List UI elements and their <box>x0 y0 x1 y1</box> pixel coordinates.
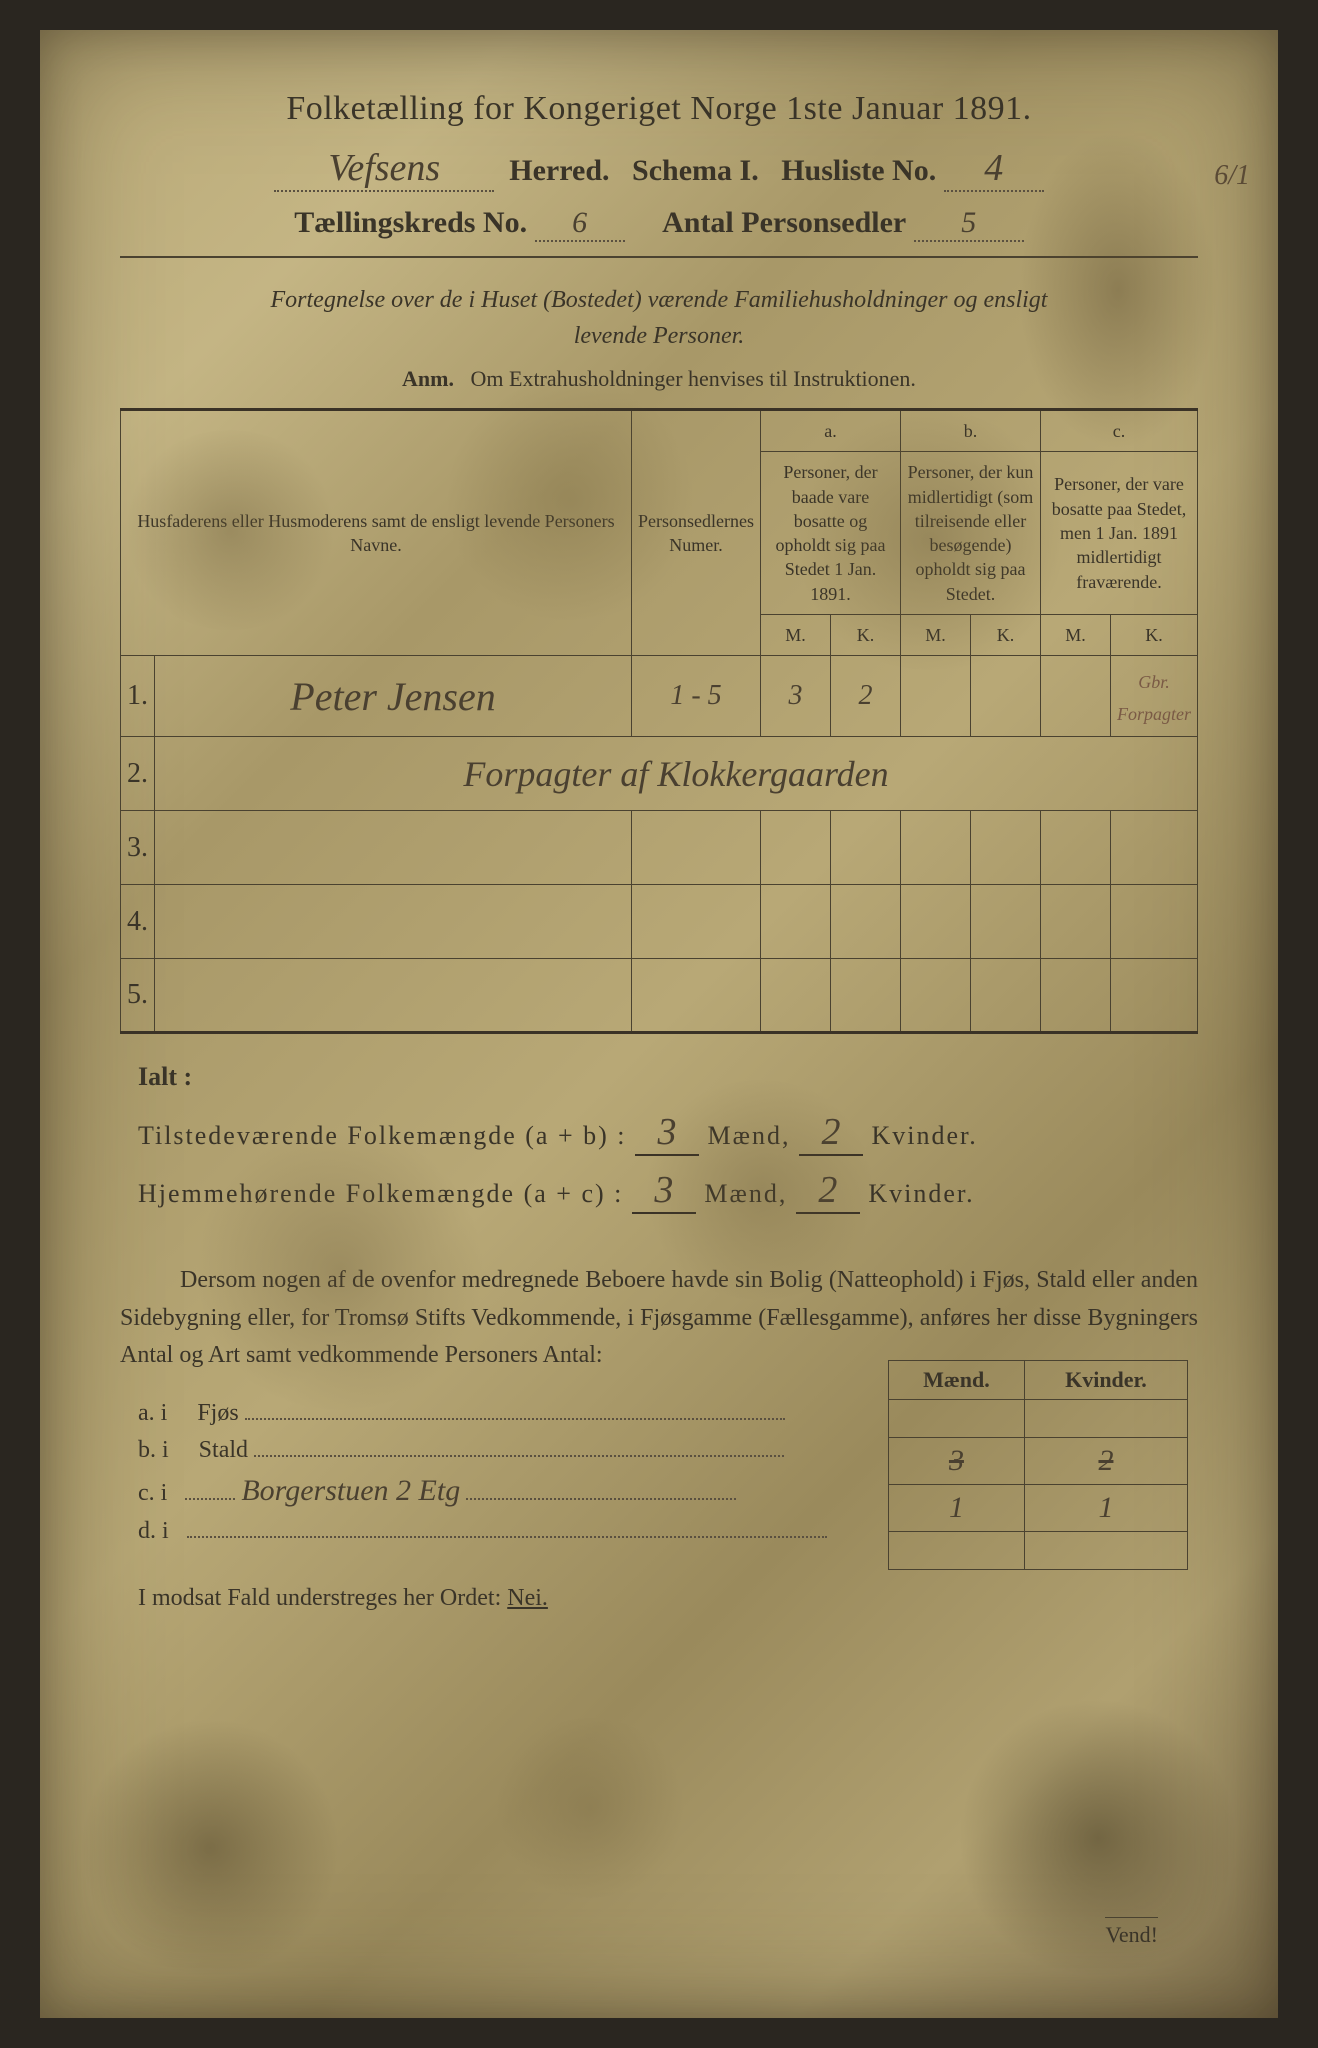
col-name: Husfaderens eller Husmoderens samt de en… <box>121 410 632 656</box>
col-b-k: K. <box>971 615 1041 656</box>
herred-label: Herred. <box>509 154 609 187</box>
cell-b-k <box>971 656 1041 737</box>
mini-kvinder: Kvinder. <box>1024 1360 1187 1399</box>
schema-label: Schema I. <box>632 154 759 187</box>
col-numer: Personsedlernes Numer. <box>632 410 761 656</box>
anm-text: Om Extrahusholdninger henvises til Instr… <box>471 366 916 391</box>
col-a-text: Personer, der baade vare bosatte og opho… <box>761 452 901 615</box>
cell-a-k: 2 <box>831 656 901 737</box>
col-a-head: a. <box>761 410 901 452</box>
page-title: Folketælling for Kongeriget Norge 1ste J… <box>120 90 1198 128</box>
herred-value: Vefsens <box>274 146 494 192</box>
nei-line: I modsat Fald understreges her Ordet: Ne… <box>138 1585 1198 1612</box>
totals-line-1: Tilstedeværende Folkemængde (a + b) : 3 … <box>138 1110 1198 1156</box>
bottom-block: Mænd.Kvinder. 32 11 a. i Fjøs b. i Stald… <box>120 1400 1198 1612</box>
table-row: 1. Peter Jensen 1 - 5 3 2 Gbr. Forpagter <box>121 656 1198 737</box>
row-num: 3. <box>121 811 155 885</box>
divider <box>120 256 1198 258</box>
col-c-m: M. <box>1041 615 1111 656</box>
mini-maend: Mænd. <box>889 1360 1025 1399</box>
col-c-k: K. <box>1111 615 1198 656</box>
table-row: 5. <box>121 959 1198 1033</box>
anm-label: Anm. <box>402 366 454 391</box>
document-paper: 6/1 Folketælling for Kongeriget Norge 1s… <box>40 30 1278 2018</box>
row-name: Peter Jensen <box>155 656 632 737</box>
kreds-label: Tællingskreds No. <box>294 206 527 239</box>
row-numer: 1 - 5 <box>632 656 761 737</box>
nei-word: Nei. <box>507 1585 548 1611</box>
col-c-head: c. <box>1041 410 1198 452</box>
col-b-head: b. <box>901 410 1041 452</box>
mini-table: Mænd.Kvinder. 32 11 <box>888 1360 1188 1570</box>
row-num: 4. <box>121 885 155 959</box>
subtitle-line1: Fortegnelse over de i Huset (Bostedet) v… <box>271 287 1048 313</box>
husliste-value: 4 <box>944 146 1044 192</box>
kvinder-label: Kvinder. <box>868 1179 974 1208</box>
header-line-2: Vefsens Herred. Schema I. Husliste No. 4 <box>120 146 1198 192</box>
totals-2-m: 3 <box>632 1168 696 1214</box>
vend-label: Vend! <box>1105 1917 1158 1948</box>
table-row: 2. Forpagter af Klokkergaarden <box>121 737 1198 811</box>
totals-line-2: Hjemmehørende Folkemængde (a + c) : 3 Mæ… <box>138 1168 1198 1214</box>
ialt-label: Ialt : <box>138 1062 1198 1092</box>
paragraph: Dersom nogen af de ovenfor medregnede Be… <box>120 1262 1198 1374</box>
col-a-k: K. <box>831 615 901 656</box>
cell-a-m: 3 <box>761 656 831 737</box>
main-table: Husfaderens eller Husmoderens samt de en… <box>120 408 1198 1034</box>
kreds-value: 6 <box>535 206 625 242</box>
row-num: 2. <box>121 737 155 811</box>
subtitle: Fortegnelse over de i Huset (Bostedet) v… <box>120 282 1198 354</box>
row-num: 1. <box>121 656 155 737</box>
col-a-m: M. <box>761 615 831 656</box>
totals-1-m: 3 <box>635 1110 699 1156</box>
margin-note: 6/1 <box>1214 160 1250 192</box>
header-line-3: Tællingskreds No. 6 Antal Personsedler 5 <box>120 206 1198 242</box>
antal-label: Antal Personsedler <box>662 206 906 239</box>
antal-value: 5 <box>914 206 1024 242</box>
husliste-label: Husliste No. <box>781 154 936 187</box>
kvinder-label: Kvinder. <box>871 1121 977 1150</box>
maend-label: Mænd, <box>708 1121 791 1150</box>
totals-1-label: Tilstedeværende Folkemængde (a + b) : <box>138 1121 627 1150</box>
row-note: Forpagter af Klokkergaarden <box>155 737 1198 811</box>
subtitle-line2: levende Personer. <box>574 323 745 349</box>
table-row: 3. <box>121 811 1198 885</box>
anm-line: Anm. Om Extrahusholdninger henvises til … <box>120 366 1198 392</box>
totals-1-k: 2 <box>799 1110 863 1156</box>
totals-2-label: Hjemmehørende Folkemængde (a + c) : <box>138 1179 623 1208</box>
col-b-text: Personer, der kun midlertidigt (som tilr… <box>901 452 1041 615</box>
row-num: 5. <box>121 959 155 1033</box>
cell-b-m <box>901 656 971 737</box>
totals-2-k: 2 <box>796 1168 860 1214</box>
cell-c-k: Gbr. Forpagter <box>1111 656 1198 737</box>
maend-label: Mænd, <box>704 1179 787 1208</box>
col-b-m: M. <box>901 615 971 656</box>
cell-c-m <box>1041 656 1111 737</box>
table-row: 4. <box>121 885 1198 959</box>
col-c-text: Personer, der vare bosatte paa Stedet, m… <box>1041 452 1198 615</box>
